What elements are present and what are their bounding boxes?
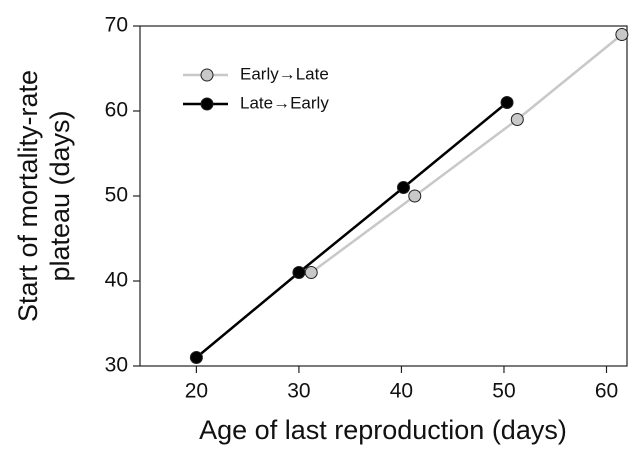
- data-point: [304, 266, 318, 279]
- x-tick-label: 20: [185, 380, 208, 403]
- y-tick-label: 50: [105, 184, 128, 207]
- legend-marker: [200, 97, 214, 111]
- data-point: [189, 351, 203, 364]
- series-line: [310, 33, 623, 274]
- y-axis-label: Start of mortality-rate plateau (days): [13, 70, 75, 322]
- y-tick-label: 70: [105, 14, 128, 37]
- x-tick-label: 60: [595, 380, 618, 403]
- legend-marker: [200, 68, 214, 82]
- y-tick-label: 40: [105, 269, 128, 292]
- series-line: [195, 101, 508, 359]
- data-point: [510, 113, 524, 126]
- x-tick-label: 50: [492, 380, 515, 403]
- data-point: [396, 181, 410, 194]
- x-tick-label: 30: [287, 380, 310, 403]
- legend-label: Late→Early: [240, 93, 329, 112]
- y-tick-label: 60: [105, 99, 128, 122]
- data-point: [500, 96, 514, 109]
- data-point: [615, 28, 629, 41]
- x-tick-label: 40: [390, 380, 413, 403]
- y-axis-label-line: Start of mortality-rate: [13, 70, 43, 322]
- y-tick-label: 30: [105, 354, 128, 377]
- y-axis-label-line: plateau (days): [45, 110, 75, 281]
- x-axis-label: Age of last reproduction (days): [199, 415, 567, 445]
- data-point: [408, 189, 422, 203]
- data-point: [292, 266, 306, 279]
- legend-label: Early→Late: [240, 64, 329, 83]
